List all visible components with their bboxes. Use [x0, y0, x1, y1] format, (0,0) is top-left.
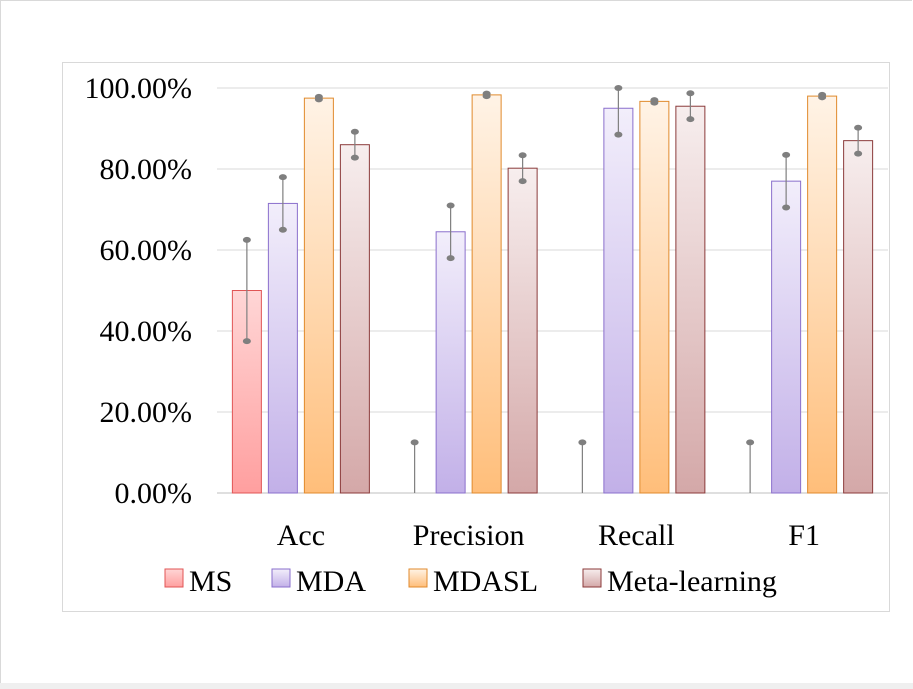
error-bar-cap [614, 85, 623, 91]
error-bar-cap [446, 255, 455, 262]
legend-label: MDASL [433, 565, 538, 598]
error-bar-cap [746, 439, 755, 446]
bar-mdasl-precision [471, 94, 502, 494]
bar-mda-precision [435, 231, 466, 494]
error-bar-cap [686, 90, 695, 97]
error-bar-cap [446, 202, 455, 209]
legend-label: MDA [296, 565, 366, 598]
error-bar-cap [650, 99, 659, 106]
legend-swatch [164, 568, 184, 588]
error-bar-cap [314, 96, 323, 103]
y-tick-label: 60.00% [100, 234, 193, 267]
error-bar-cap [518, 178, 527, 185]
x-category-label: Recall [598, 519, 675, 552]
y-tick-label: 20.00% [100, 396, 193, 429]
x-axis-category-labels: Acc Precision Recall F1 [277, 519, 820, 552]
bars [231, 94, 874, 494]
legend-swatch [271, 568, 291, 588]
bar-meta-learning-recall [675, 105, 706, 494]
error-bar-cap [614, 131, 623, 138]
legend-swatch [408, 568, 428, 588]
error-bar-cap [242, 236, 251, 243]
y-axis-tick-labels: 0.00% 20.00% 40.00% 60.00% 80.00% 100.00% [85, 72, 193, 510]
legend-label: MS [189, 565, 232, 598]
y-tick-label: 80.00% [100, 153, 193, 186]
bottom-strip [0, 683, 913, 689]
bar-meta-learning-acc [339, 144, 370, 494]
error-bar-cap [278, 226, 287, 233]
bar-meta-learning-precision [507, 167, 538, 494]
error-bars [242, 85, 863, 493]
legend-label: Meta-learning [607, 565, 777, 598]
error-bar-cap [854, 150, 863, 157]
error-bar-cap [518, 152, 527, 159]
error-bar-cap [818, 94, 827, 101]
bar-mdasl-f1 [807, 95, 838, 494]
error-bar-cap [578, 439, 587, 446]
x-category-label: Acc [277, 519, 325, 552]
bar-mdasl-acc [303, 97, 334, 494]
error-bar-cap [854, 124, 863, 131]
y-tick-label: 40.00% [100, 315, 193, 348]
error-bar-cap [350, 154, 359, 161]
error-bar-cap [410, 439, 419, 446]
error-bar-cap [782, 151, 791, 158]
error-bar-cap [242, 338, 251, 345]
x-category-label: Precision [413, 519, 525, 552]
bar-mda-f1 [771, 180, 802, 494]
legend: MS MDA MDASL Meta-learning [164, 565, 777, 598]
bar-mdasl-recall [639, 100, 670, 494]
y-tick-label: 100.00% [85, 72, 193, 105]
error-bar-cap [782, 204, 791, 211]
y-tick-label: 0.00% [115, 477, 193, 510]
bar-mda-acc [267, 202, 298, 494]
error-bar-cap [278, 174, 287, 181]
bar-mda-recall [603, 107, 634, 494]
x-category-label: F1 [788, 519, 820, 552]
legend-swatch [582, 568, 602, 588]
error-bar-cap [350, 128, 359, 135]
bar-meta-learning-f1 [843, 140, 874, 494]
error-bar-cap [482, 93, 491, 100]
error-bar-cap [686, 116, 695, 123]
